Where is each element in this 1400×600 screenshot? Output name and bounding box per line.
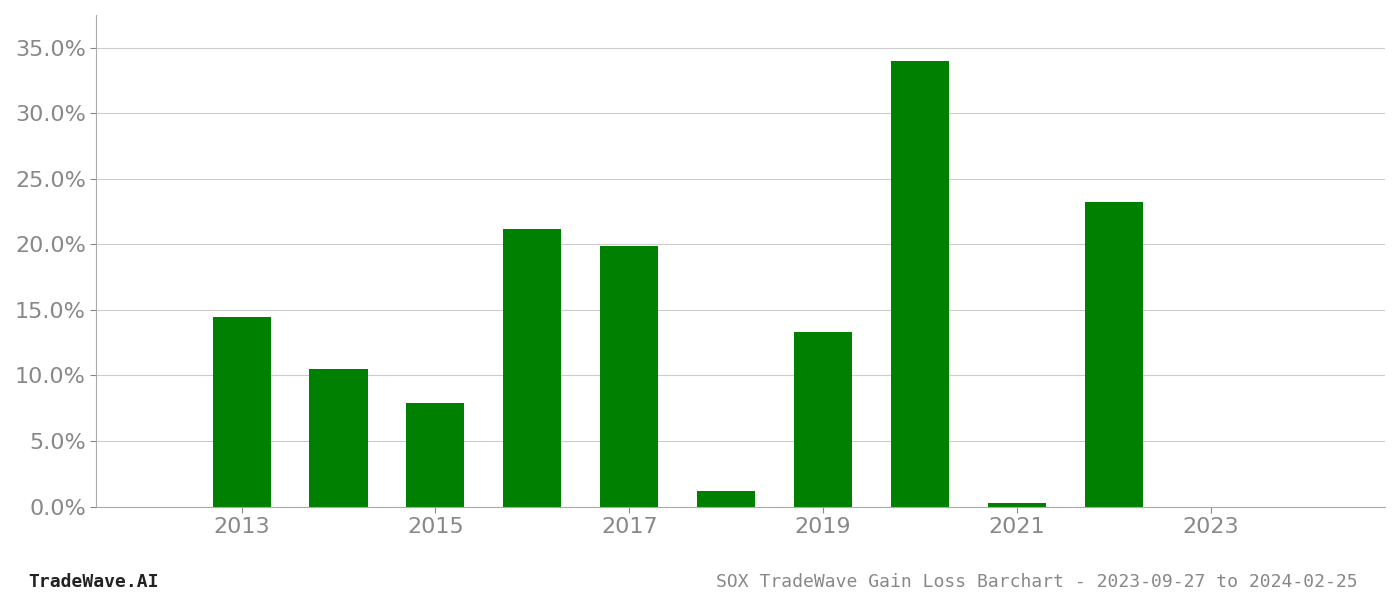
Bar xyxy=(890,61,949,506)
Text: TradeWave.AI: TradeWave.AI xyxy=(28,573,158,591)
Bar xyxy=(794,332,853,506)
Bar xyxy=(988,503,1046,506)
Bar xyxy=(406,403,465,506)
Bar xyxy=(1085,202,1142,506)
Bar xyxy=(697,491,755,506)
Bar xyxy=(213,317,270,506)
Bar xyxy=(503,229,561,506)
Bar xyxy=(601,246,658,506)
Bar xyxy=(309,369,368,506)
Text: SOX TradeWave Gain Loss Barchart - 2023-09-27 to 2024-02-25: SOX TradeWave Gain Loss Barchart - 2023-… xyxy=(717,573,1358,591)
